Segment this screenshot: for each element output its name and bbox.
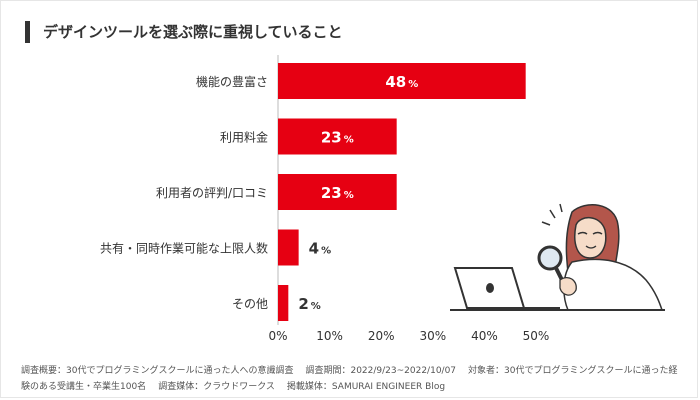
data-label: 23% <box>321 129 354 147</box>
x-tick-label: 20% <box>368 329 395 343</box>
data-label: 2% <box>298 295 320 313</box>
title-accent-bar <box>25 21 30 43</box>
data-label: 4% <box>309 240 331 258</box>
bar <box>278 174 397 210</box>
x-tick-label: 40% <box>471 329 498 343</box>
chart-title: デザインツールを選ぶ際に重視していること <box>43 23 343 41</box>
footnote-summary: 調査概要：30代でプログラミングスクールに通った人への意識調査 <box>21 366 294 376</box>
bar <box>278 285 289 321</box>
footnote-medium: 調査媒体：クラウドワークス <box>158 382 275 392</box>
data-label: 23% <box>321 184 354 202</box>
bar <box>278 118 397 155</box>
category-label: その他 <box>232 297 268 311</box>
category-label: 共有・同時作業可能な上限人数 <box>100 241 268 256</box>
category-label: 利用料金 <box>220 130 268 145</box>
footnote-publisher: 掲載媒体：SAMURAI ENGINEER Blog <box>286 382 446 392</box>
data-label: 48% <box>385 73 418 91</box>
category-label: 機能の豊富さ <box>196 74 268 89</box>
x-tick-label: 0% <box>268 329 287 343</box>
x-tick-label: 50% <box>523 329 550 343</box>
footnote-period: 調査期間：2022/9/23~2022/10/07 <box>305 366 457 376</box>
survey-footnote: 調査概要：30代でプログラミングスクールに通った人への意識調査 調査期間：2022… <box>21 363 686 395</box>
bar <box>278 229 299 266</box>
bar <box>278 63 526 99</box>
category-label: 利用者の評判/口コミ <box>156 185 268 200</box>
footnote-target: 対象者：30代でプログラミングスクールに通った経験のある受講生・卒業生100名 <box>21 366 678 392</box>
x-tick-label: 10% <box>316 329 343 343</box>
x-tick-label: 30% <box>419 329 446 343</box>
person-with-magnifier-illustration <box>450 203 665 311</box>
